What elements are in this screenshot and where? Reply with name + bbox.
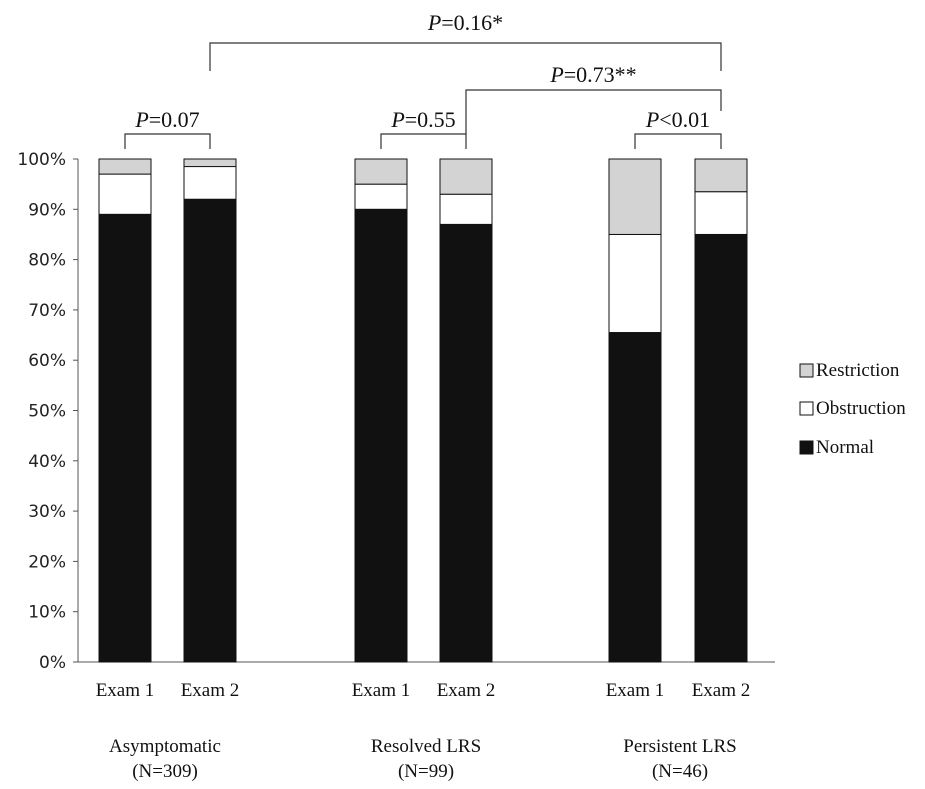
x-axis-labels: Exam 1 Exam 2 Exam 1 Exam 2 Exam 1 Exam 2 Asym… <box>96 680 751 782</box>
significance-bracket <box>124 133 211 149</box>
bar-segment-restriction <box>354 158 408 185</box>
group-label: Resolved LRS <box>371 736 481 757</box>
y-axis: 0% 10% 20% 30% 40% 50% 60% 70% 80% 90% 100% <box>17 150 775 673</box>
legend: Restriction Obstruction Normal <box>799 360 906 458</box>
x-category-label: Exam 1 <box>96 680 155 701</box>
bars <box>98 158 748 663</box>
bar-segment-restriction <box>439 158 493 195</box>
bar-segment-obstruction <box>694 191 748 235</box>
group-label: Persistent LRS <box>623 736 736 757</box>
bar-segment-obstruction <box>439 193 493 225</box>
x-category-label: Exam 1 <box>352 680 411 701</box>
y-tick-label: 0% <box>39 653 66 673</box>
significance-bracket <box>465 89 722 134</box>
y-tick-label: 20% <box>28 552 66 572</box>
bar-segment-normal <box>439 223 493 663</box>
x-category-label: Exam 1 <box>606 680 665 701</box>
group-n-label: (N=46) <box>652 761 708 782</box>
bar-segment-obstruction <box>183 166 237 200</box>
legend-label-obstruction: Obstruction <box>816 398 906 419</box>
bar-segment-restriction <box>694 158 748 193</box>
significance-bracket <box>634 133 722 149</box>
bar-segment-restriction <box>183 158 237 168</box>
bar-segment-obstruction <box>608 233 662 334</box>
y-tick-label: 90% <box>28 200 66 220</box>
y-tick-label: 40% <box>28 452 66 472</box>
bar-segment-normal <box>608 332 662 663</box>
legend-label-normal: Normal <box>816 437 874 458</box>
bar-segment-restriction <box>608 158 662 235</box>
significance-bracket <box>209 42 722 71</box>
bar-segment-normal <box>98 213 152 663</box>
y-tick-label: 100% <box>17 150 66 170</box>
p-value-label: P=0.73** <box>549 62 636 87</box>
x-category-label: Exam 2 <box>692 680 751 701</box>
group-n-label: (N=99) <box>398 761 454 782</box>
p-value-label: P=0.16* <box>427 10 503 35</box>
legend-swatch-obstruction <box>799 401 814 416</box>
significance-brackets: P=0.07 P=0.55 P<0.01 P=0.73** P=0.16* <box>124 10 722 149</box>
p-value-label: P=0.07 <box>134 107 199 132</box>
y-tick-label: 50% <box>28 402 66 422</box>
legend-swatch-normal <box>799 440 814 455</box>
significance-bracket <box>380 133 467 149</box>
x-category-label: Exam 2 <box>181 680 240 701</box>
x-category-label: Exam 2 <box>437 680 496 701</box>
group-label: Asymptomatic <box>109 736 221 757</box>
bar-segment-restriction <box>98 158 152 175</box>
y-tick-label: 10% <box>28 603 66 623</box>
y-tick-label: 80% <box>28 251 66 271</box>
bar-segment-normal <box>694 233 748 663</box>
p-value-label: P=0.55 <box>390 107 455 132</box>
group-n-label: (N=309) <box>132 761 198 782</box>
bar-segment-normal <box>183 198 237 663</box>
bar-segment-obstruction <box>98 173 152 215</box>
p-value-label: P<0.01 <box>645 107 710 132</box>
bar-segment-obstruction <box>354 183 408 210</box>
y-tick-label: 30% <box>28 502 66 522</box>
legend-label-restriction: Restriction <box>816 360 900 381</box>
bar-segment-normal <box>354 208 408 663</box>
y-tick-label: 70% <box>28 301 66 321</box>
y-tick-label: 60% <box>28 351 66 371</box>
legend-swatch-restriction <box>799 363 814 378</box>
